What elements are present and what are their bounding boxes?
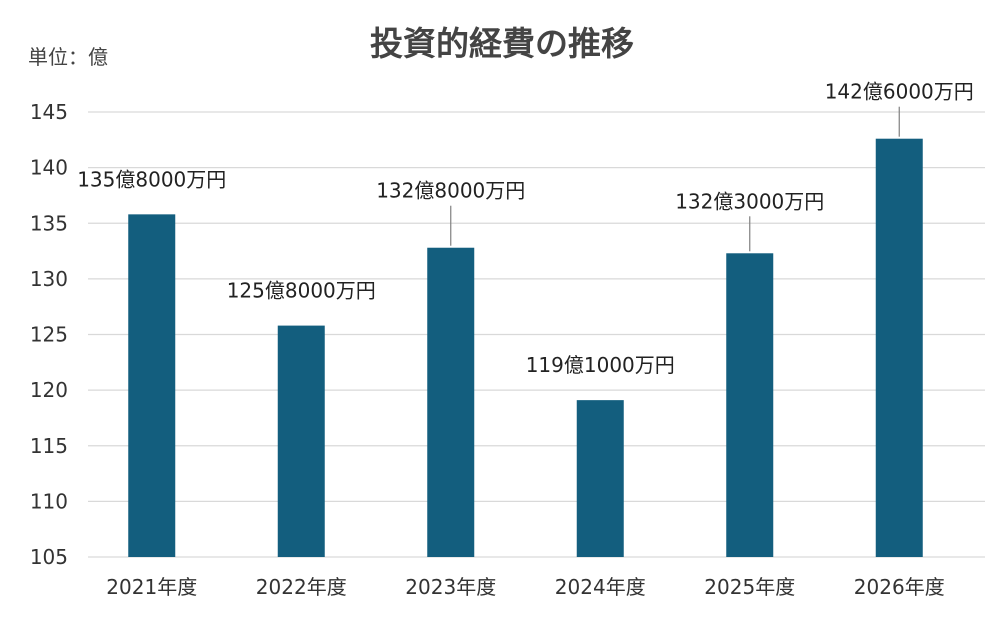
bar bbox=[128, 214, 176, 557]
data-label: 142億6000万円 bbox=[825, 80, 974, 104]
bar bbox=[427, 247, 475, 557]
x-tick-label: 2022年度 bbox=[256, 575, 347, 599]
bar bbox=[726, 253, 774, 557]
y-tick-label: 145 bbox=[30, 100, 68, 124]
y-tick-label: 125 bbox=[30, 323, 68, 347]
x-tick-label: 2025年度 bbox=[704, 575, 795, 599]
data-label: 132億3000万円 bbox=[675, 189, 824, 213]
x-tick-label: 2026年度 bbox=[854, 575, 945, 599]
chart-title: 投資的経費の推移 bbox=[370, 24, 634, 63]
y-tick-label: 110 bbox=[30, 489, 68, 513]
data-labels: 135億8000万円 125億8000万円 132億8000万円 119億1000万円… bbox=[77, 80, 974, 377]
bar bbox=[277, 325, 325, 557]
gridlines bbox=[88, 111, 985, 558]
bar bbox=[576, 400, 624, 557]
data-label: 135億8000万円 bbox=[77, 167, 226, 191]
y-tick-label: 120 bbox=[30, 378, 68, 402]
y-tick-label: 115 bbox=[30, 434, 68, 458]
y-tick-label: 105 bbox=[30, 545, 68, 569]
y-tick-label: 130 bbox=[30, 267, 68, 291]
x-axis-labels: 2021年度 2022年度 2023年度 2024年度 2025年度 2026年度 bbox=[106, 575, 944, 599]
y-tick-label: 135 bbox=[30, 211, 68, 235]
y-axis-ticks: 105 110 115 120 125 130 135 140 145 bbox=[30, 100, 68, 569]
bar bbox=[875, 138, 923, 557]
data-label: 132億8000万円 bbox=[376, 179, 525, 203]
x-tick-label: 2024年度 bbox=[555, 575, 646, 599]
x-tick-label: 2021年度 bbox=[106, 575, 197, 599]
data-label: 125億8000万円 bbox=[227, 279, 376, 303]
data-label: 119億1000万円 bbox=[526, 353, 675, 377]
x-tick-label: 2023年度 bbox=[405, 575, 496, 599]
bars bbox=[128, 138, 923, 557]
y-tick-label: 140 bbox=[30, 156, 68, 180]
unit-label: 単位：億 bbox=[28, 45, 108, 69]
